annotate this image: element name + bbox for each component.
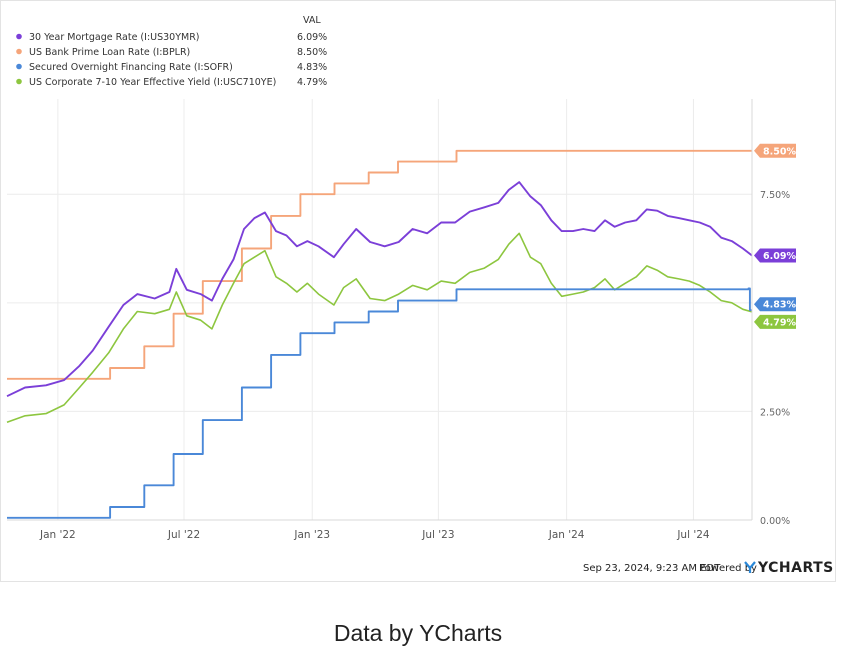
value-badge-bg (754, 143, 796, 158)
legend-entry-value: 4.79% (297, 77, 327, 88)
legend: VAL 30 Year Mortgage Rate (I:US30YMR) 6.09… (16, 15, 327, 88)
legend-entry-value: 6.09% (297, 32, 327, 43)
x-tick-label: Jan '22 (39, 529, 76, 541)
value-badge-bg (754, 248, 796, 263)
value-badge-label: 8.50% (763, 146, 796, 157)
legend-entry-name: 30 Year Mortgage Rate (I:US30YMR) (29, 32, 200, 43)
chart-caption: Data by YCharts (333, 620, 503, 646)
chart-svg: Jan '22 Jul '22 Jan '23 Jul '23 Jan '24 Jul '… (6, 15, 834, 576)
legend-entry-value: 4.83% (297, 62, 327, 73)
footer-timestamp: Sep 23, 2024, 9:23 AM EDT (583, 563, 721, 574)
series-line-prime (7, 149, 752, 380)
series-lines (6, 149, 753, 519)
legend-entry-name: US Bank Prime Loan Rate (I:BPLR) (29, 47, 190, 58)
grid (7, 99, 752, 521)
x-tick-label: Jul '24 (676, 529, 710, 541)
legend-entry-name: Secured Overnight Financing Rate (I:SOFR… (29, 62, 233, 73)
x-tick-label: Jan '24 (548, 529, 585, 541)
series-line-mortgage (6, 181, 753, 398)
legend-dot (16, 78, 22, 85)
value-badge-bg (754, 297, 796, 312)
value-badge-label: 4.83% (763, 300, 796, 311)
x-tick-label: Jan '23 (293, 529, 330, 541)
footer: Sep 23, 2024, 9:23 AM EDT Powered by YCH… (583, 560, 834, 576)
y-tick-label: 0.00% (760, 516, 790, 527)
y-tick-label: 2.50% (760, 407, 790, 418)
footer-brand: YCHARTS (757, 560, 834, 576)
value-badges: 6.09% 8.50% 4.83% 4.79% (754, 143, 796, 329)
value-badge-label: 6.09% (763, 251, 796, 262)
value-badge-label: 4.79% (763, 317, 796, 328)
legend-dot (16, 33, 22, 40)
value-badge-bg (754, 314, 796, 329)
y-tick-label: 7.50% (760, 190, 790, 201)
legend-dot (16, 63, 22, 70)
ycharts-logo-icon (744, 561, 756, 573)
footer-powered-by: Powered by (699, 563, 757, 574)
series-line-sofr (7, 287, 752, 519)
x-tick-label: Jul '22 (167, 529, 200, 541)
series-line-corporate (6, 232, 753, 424)
x-tick-label: Jul '23 (421, 529, 454, 541)
legend-dot (16, 48, 22, 55)
chart-container: Jan '22 Jul '22 Jan '23 Jul '23 Jan '24 Jul '… (0, 0, 836, 582)
legend-header: VAL (303, 15, 321, 26)
legend-entry-value: 8.50% (297, 47, 327, 58)
legend-entry-name: US Corporate 7-10 Year Effective Yield (… (29, 77, 276, 88)
